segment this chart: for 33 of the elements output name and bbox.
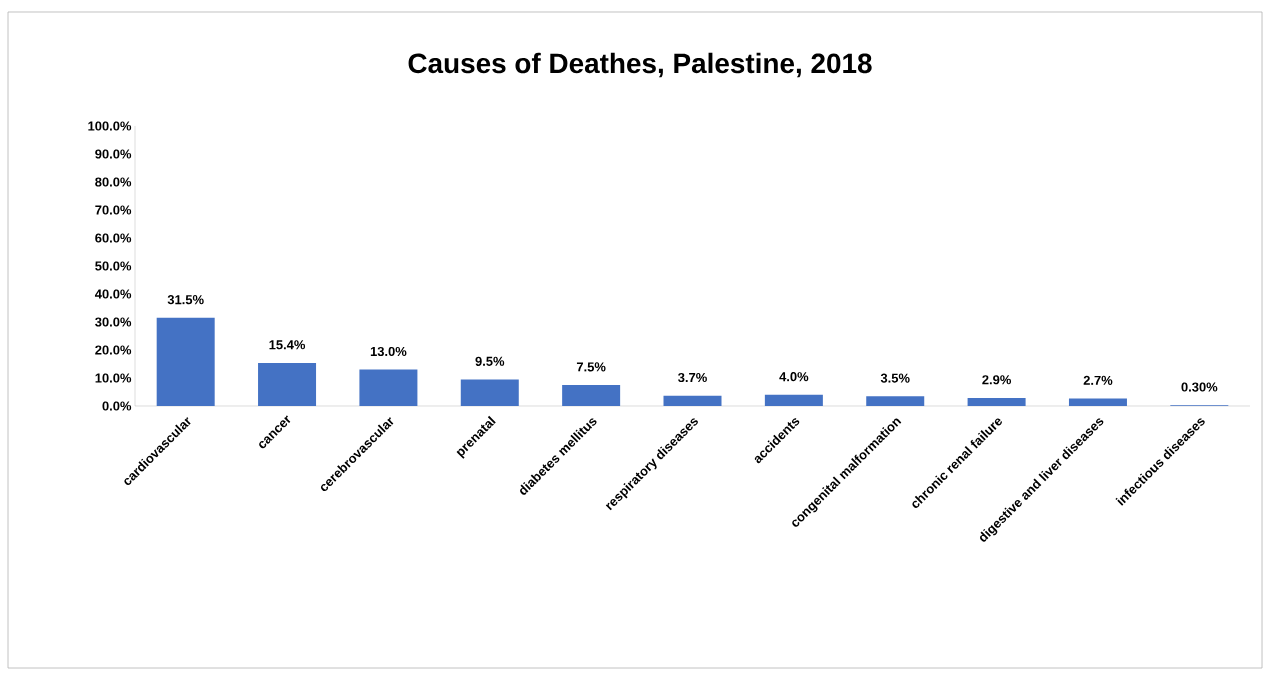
data-label: 15.4% xyxy=(269,340,306,350)
data-label: 9.5% xyxy=(475,356,505,366)
data-label: 2.9% xyxy=(982,375,1012,385)
data-label: 31.5% xyxy=(167,295,204,305)
y-tick-label: 60.0% xyxy=(95,233,132,243)
y-tick-label: 30.0% xyxy=(95,317,132,327)
y-tick-label: 0.0% xyxy=(102,401,132,411)
y-tick-label: 40.0% xyxy=(94,289,132,299)
bar xyxy=(866,396,925,406)
bar xyxy=(562,385,621,406)
data-label: 3.5% xyxy=(880,373,910,383)
data-label: 0.30% xyxy=(1181,382,1218,392)
bar xyxy=(1068,398,1127,406)
y-tick-label: 20.0% xyxy=(95,345,132,355)
data-label: 7.5% xyxy=(576,362,606,372)
data-label: 3.7% xyxy=(678,372,707,383)
y-tick-label: 10.0% xyxy=(95,373,132,383)
bar xyxy=(663,395,722,406)
bar xyxy=(967,397,1026,406)
y-tick-label: 80.0% xyxy=(95,177,132,187)
bar xyxy=(359,369,418,406)
chart-title: Causes of Deathes, Palestine, 2018 xyxy=(408,52,872,78)
bar xyxy=(156,317,215,406)
data-label: 2.7% xyxy=(1083,375,1113,385)
bar xyxy=(258,362,317,406)
y-tick-label: 90.0% xyxy=(95,149,132,159)
data-label: 13.0% xyxy=(370,346,407,357)
y-tick-label: 50.0% xyxy=(95,261,132,271)
data-label: 4.0% xyxy=(779,372,809,382)
y-tick-label: 100.0% xyxy=(88,121,132,131)
y-tick-label: 70.0% xyxy=(95,205,132,215)
bar xyxy=(460,379,519,406)
bar xyxy=(764,394,823,406)
